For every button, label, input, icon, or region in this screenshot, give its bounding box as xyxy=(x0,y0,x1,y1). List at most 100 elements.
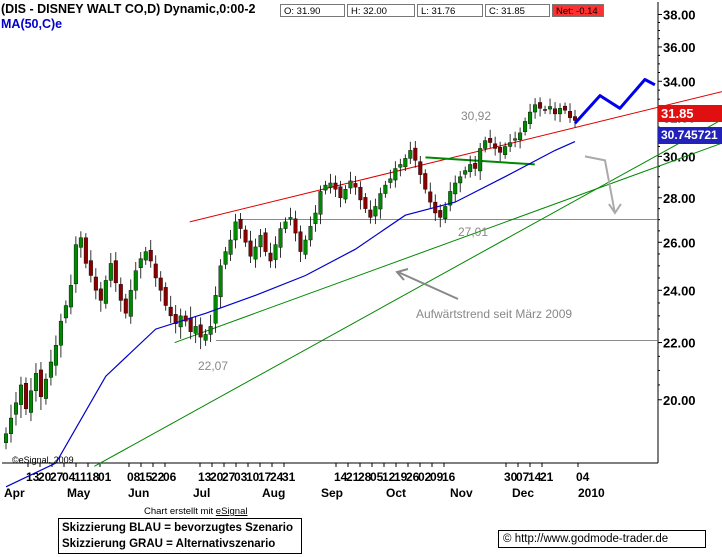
scenario-arrows xyxy=(573,78,656,215)
candle xyxy=(523,117,528,136)
candle xyxy=(343,185,348,204)
candle-body xyxy=(18,384,23,405)
candle-body xyxy=(78,237,83,248)
day-tick-label: 06 xyxy=(163,470,177,484)
day-tick-label: 09 xyxy=(430,470,444,484)
candle-body xyxy=(193,326,198,334)
candle-body xyxy=(358,186,363,201)
candle-body xyxy=(568,111,573,118)
candlestick-series xyxy=(3,97,578,450)
candle xyxy=(448,182,453,212)
candle-body xyxy=(23,382,28,410)
candle-body xyxy=(513,138,518,141)
trend-arrow-shaft xyxy=(397,271,459,300)
candle-body xyxy=(33,373,38,392)
candle-body xyxy=(238,218,243,229)
candle xyxy=(228,229,233,262)
candle xyxy=(18,376,23,419)
candle-body xyxy=(523,121,528,132)
y-tick-label: 26.00 xyxy=(663,235,696,250)
candle-body xyxy=(453,182,458,195)
candle xyxy=(488,129,493,149)
candle xyxy=(478,142,483,181)
candle-body xyxy=(273,244,278,260)
candle xyxy=(218,259,223,309)
candle-body xyxy=(353,183,358,188)
candle xyxy=(353,175,358,195)
month-label: 2010 xyxy=(578,486,605,500)
candle xyxy=(133,261,138,300)
candle xyxy=(368,200,373,224)
last-price-tag: 31.85 xyxy=(658,105,722,122)
candle-body xyxy=(293,218,298,234)
candle xyxy=(153,255,158,287)
candle xyxy=(38,361,43,411)
candle xyxy=(518,127,523,149)
annotation-trend-label: Aufwärtstrend seit März 2009 xyxy=(416,307,572,321)
candle-body xyxy=(318,191,323,215)
candle xyxy=(393,161,398,188)
candle-body xyxy=(443,206,448,219)
candle-body xyxy=(3,433,8,443)
candle-body xyxy=(38,369,43,397)
day-tick-label: 27 xyxy=(50,470,64,484)
month-label: Aug xyxy=(262,486,285,500)
candle xyxy=(568,103,573,123)
candle-body xyxy=(48,361,53,378)
candle xyxy=(508,134,513,153)
day-tick-label: 08 xyxy=(127,470,141,484)
candle-body xyxy=(233,221,238,241)
candle xyxy=(553,102,558,121)
candle xyxy=(363,193,368,213)
candle xyxy=(418,155,423,184)
candle-body xyxy=(73,244,78,285)
day-tick-label: 21 xyxy=(346,470,360,484)
close-value: C: 31.85 xyxy=(485,4,550,17)
candle-body xyxy=(428,191,433,203)
candle xyxy=(68,274,73,315)
y-tick-label: 22.00 xyxy=(663,336,696,351)
source-link[interactable]: © http://www.godmode-trader.de xyxy=(498,530,706,548)
candle-body xyxy=(368,209,373,218)
y-tick-label: 30.00 xyxy=(663,149,696,164)
day-tick-label: 03 xyxy=(234,470,248,484)
day-tick-label: 27 xyxy=(222,470,236,484)
chart-title: (DIS - DISNEY WALT CO,D) Dynamic,0:00-2 xyxy=(1,2,256,16)
candle xyxy=(178,308,183,339)
candle xyxy=(463,166,468,179)
candle xyxy=(93,268,98,300)
candle xyxy=(13,392,18,426)
day-tick-label: 21 xyxy=(540,470,554,484)
candle-body xyxy=(538,102,543,109)
support-line-main xyxy=(174,142,722,344)
candle xyxy=(408,141,413,165)
candle-body xyxy=(88,260,93,276)
candle-body xyxy=(173,314,178,324)
candle-body xyxy=(438,210,443,218)
candle xyxy=(3,427,8,450)
candle-body xyxy=(118,284,123,301)
candle xyxy=(238,212,243,239)
candle xyxy=(223,246,228,270)
candle-body xyxy=(338,186,343,199)
candle xyxy=(83,233,88,269)
candle-body xyxy=(493,143,498,149)
esignal-watermark: ©eSignal, 2009 xyxy=(12,455,74,465)
candle-body xyxy=(103,280,108,304)
candle-body xyxy=(208,326,213,335)
candle-body xyxy=(98,288,103,301)
candle xyxy=(323,180,328,195)
day-tick-label: 20 xyxy=(38,470,52,484)
candle-body xyxy=(373,206,378,217)
month-label: Sep xyxy=(321,486,343,500)
day-tick-label: 10 xyxy=(246,470,260,484)
low-value: L: 31.76 xyxy=(417,4,483,17)
candle xyxy=(188,306,193,340)
high-value: H: 32.00 xyxy=(347,4,415,17)
day-tick-label: 02 xyxy=(418,470,432,484)
candle xyxy=(183,310,188,327)
candle xyxy=(48,349,53,386)
day-tick-label: 16 xyxy=(442,470,456,484)
open-value: O: 31.90 xyxy=(280,4,345,17)
